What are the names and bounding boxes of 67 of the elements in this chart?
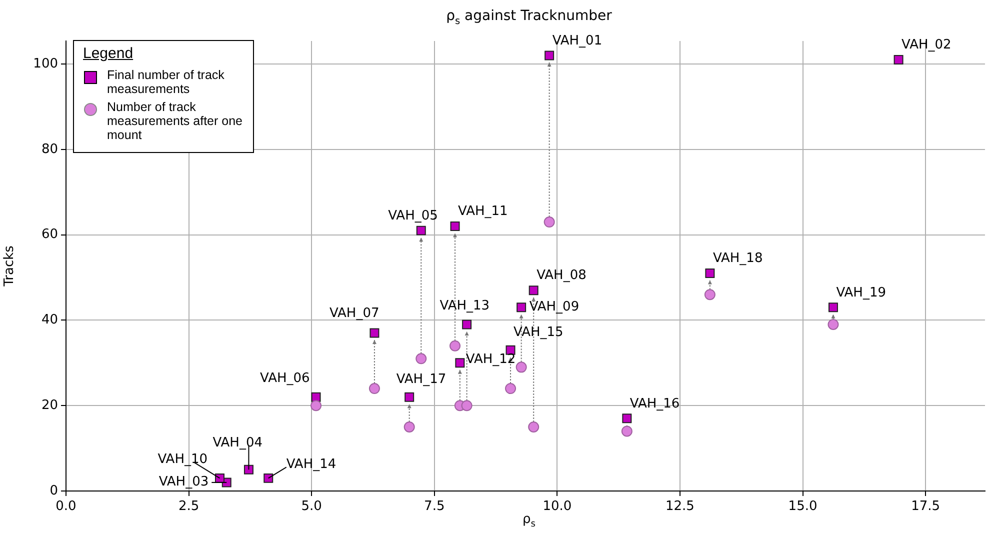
annotation: VAH_01 — [552, 33, 602, 48]
point — [828, 302, 838, 312]
y-tick-label: 80 — [41, 142, 58, 157]
point — [828, 318, 839, 330]
annotation: VAH_14 — [286, 457, 336, 472]
x-tick-label: 12.5 — [666, 499, 694, 514]
point — [370, 328, 380, 338]
y-tick-label: 20 — [41, 398, 58, 413]
point — [544, 50, 554, 60]
point — [462, 320, 472, 330]
annotation: VAH_08 — [536, 268, 586, 284]
point — [264, 473, 274, 483]
legend-label: Number of track measurements after one mount — [107, 100, 244, 142]
point — [516, 362, 527, 373]
point — [455, 358, 465, 368]
x-tick-label: 15.0 — [788, 499, 818, 514]
x-tick-label: 2.5 — [178, 499, 200, 514]
y-axis-title: Tracks — [2, 245, 18, 288]
point — [450, 340, 461, 352]
point — [450, 222, 460, 232]
point — [704, 289, 716, 300]
annotation: VAH_09 — [529, 299, 580, 314]
x-tick-label: 17.5 — [911, 499, 940, 514]
point — [621, 426, 632, 437]
legend-title: Legend — [83, 45, 134, 62]
point — [461, 400, 472, 412]
annotation: VAH_02 — [902, 38, 952, 53]
point — [404, 392, 414, 402]
x-tick-label: 7.5 — [424, 499, 445, 514]
point — [416, 353, 427, 364]
point — [705, 268, 715, 278]
y-tick-label: 0 — [50, 483, 58, 498]
x-tick-label: 5.0 — [301, 499, 322, 514]
point — [516, 302, 526, 312]
point — [416, 226, 426, 236]
annotation: VAH_03 — [158, 474, 209, 490]
annotation: VAH_13 — [440, 298, 490, 314]
x-tick-label: 0.0 — [56, 499, 76, 514]
y-tick-label: 60 — [41, 227, 58, 242]
annotation: VAH_18 — [712, 251, 763, 266]
legend-label: Final number of track measurements — [107, 68, 226, 96]
x-axis-title: ρ$_{s}$ — [522, 512, 536, 530]
point — [310, 400, 322, 412]
annotation: VAH_19 — [836, 285, 886, 300]
point — [528, 286, 538, 296]
point — [528, 421, 540, 432]
y-tick-label: 40 — [41, 312, 58, 328]
annotation: VAH_05 — [388, 208, 438, 224]
point — [894, 55, 904, 65]
annotation: VAH_04 — [212, 436, 262, 451]
point — [622, 414, 632, 424]
annotation: VAH_11 — [458, 204, 508, 220]
annotation: VAH_15 — [514, 324, 564, 340]
chart-title: ρ$_{s}$ against Tracknumber — [445, 8, 613, 27]
point — [368, 383, 380, 394]
annotation: VAH_06 — [260, 370, 310, 386]
point — [244, 464, 254, 474]
annotation: VAH_12 — [466, 352, 516, 367]
annotation: VAH_16 — [630, 396, 680, 412]
y-tick-label: 100 — [33, 56, 58, 72]
point — [404, 421, 415, 432]
point — [544, 216, 555, 228]
x-tick-label: 10.0 — [542, 499, 572, 514]
point — [505, 383, 516, 394]
annotation: VAH_17 — [396, 372, 446, 387]
annotation: VAH_10 — [158, 452, 208, 468]
annotation: VAH_07 — [329, 306, 380, 321]
